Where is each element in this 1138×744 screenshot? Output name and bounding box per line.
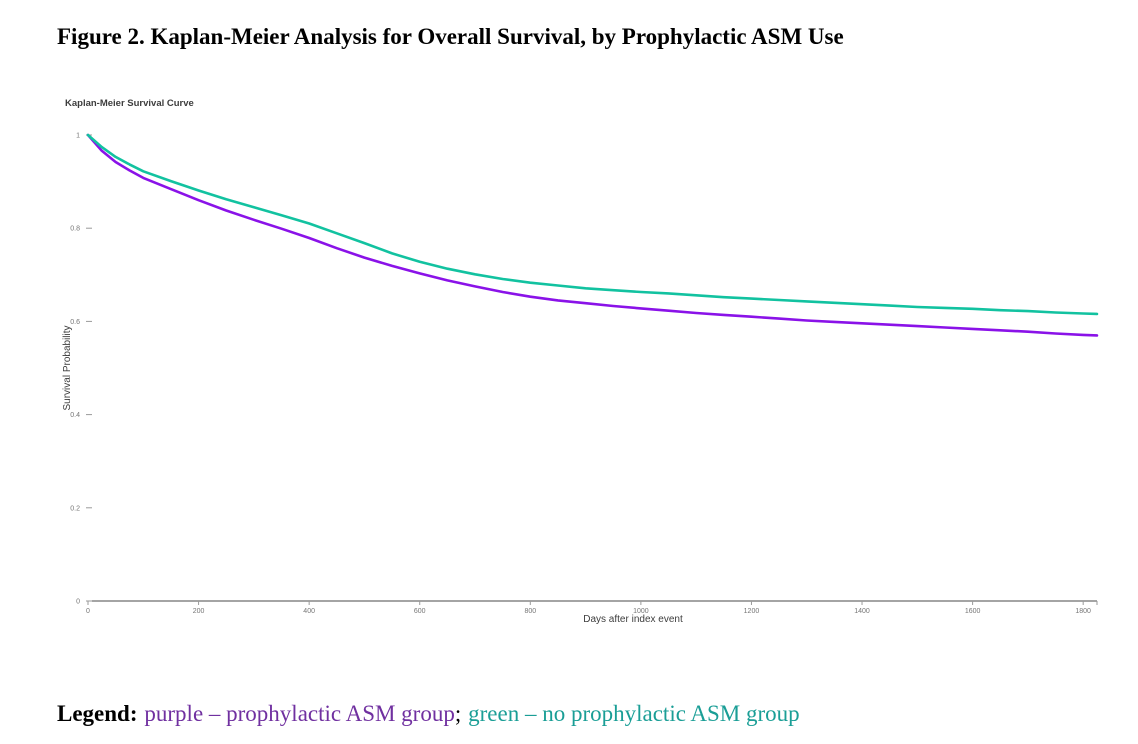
km-chart: Kaplan-Meier Survival Curve 0 200 400 600 800… — [0, 85, 1138, 655]
chart-title: Kaplan-Meier Survival Curve — [65, 98, 194, 109]
x-tick-label: 1800 — [1075, 608, 1091, 615]
x-tick-label: 0 — [86, 608, 90, 615]
x-tick-label: 800 — [524, 608, 536, 615]
x-tick-label: 200 — [193, 608, 205, 615]
y-tick-label: 0 — [76, 599, 80, 606]
x-tick-label: 1600 — [965, 608, 981, 615]
x-tick-label: 1400 — [854, 608, 870, 615]
x-axis-title: Days after index event — [583, 614, 683, 625]
figure-legend: Legend: purple – prophylactic ASM group; g… — [57, 701, 800, 727]
y-tick-label: 1 — [76, 133, 80, 140]
series-line-green — [86, 133, 1099, 316]
x-tick-label: 1000 — [633, 608, 649, 615]
legend-separator: ; — [454, 701, 462, 726]
y-axis-title: Survival Probability — [62, 325, 73, 410]
x-tick-label: 600 — [414, 608, 426, 615]
km-chart-svg: Kaplan-Meier Survival Curve 0 200 400 600 800… — [62, 98, 1099, 625]
legend-prefix: Legend: — [57, 701, 138, 726]
legend-purple-text: purple – prophylactic ASM group — [144, 701, 455, 726]
legend-green-text: green – no prophylactic ASM group — [468, 701, 800, 726]
series-line-purple — [86, 133, 1099, 337]
y-tick-label: 0.4 — [70, 412, 80, 419]
y-tick-label: 0.2 — [70, 505, 80, 512]
x-tick-label: 400 — [303, 608, 315, 615]
figure-title: Figure 2. Kaplan-Meier Analysis for Over… — [57, 24, 844, 49]
y-tick-label: 0.8 — [70, 226, 80, 233]
x-tick-label: 1200 — [744, 608, 760, 615]
y-tick-label: 0.6 — [70, 319, 80, 326]
